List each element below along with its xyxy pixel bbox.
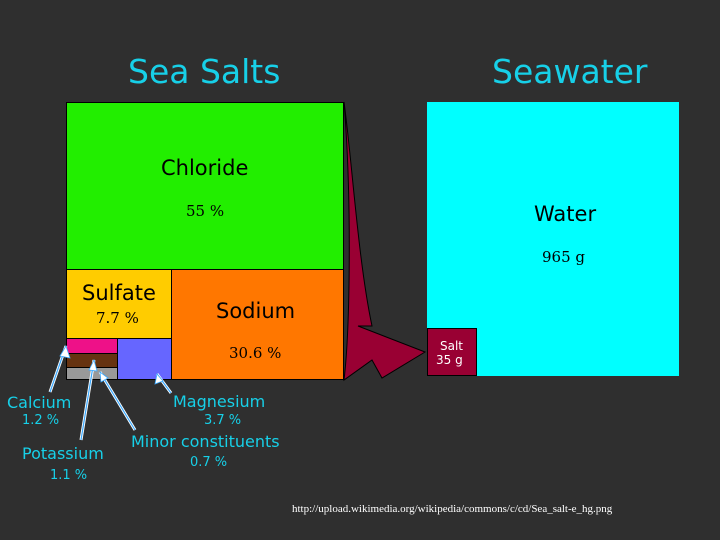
sodium-label: Sodium	[216, 299, 296, 323]
salt-value: 35 g	[436, 353, 463, 367]
chloride-value: 55 %	[186, 202, 225, 220]
transfer-arrow	[343, 101, 427, 382]
water-label: Water	[534, 202, 597, 226]
sodium-block	[171, 269, 344, 380]
salt-block	[427, 328, 477, 376]
potassium-label: Potassium	[22, 444, 104, 463]
minor-constituents-label: Minor constituents	[131, 432, 280, 451]
water-value: 965 g	[542, 248, 586, 266]
minor-constituents-value: 0.7 %	[190, 455, 228, 470]
seawater-title: Seawater	[492, 52, 648, 91]
calcium-label: Calcium	[7, 393, 72, 412]
sodium-value: 30.6 %	[229, 344, 282, 362]
potassium-value: 1.1 %	[50, 468, 88, 483]
potassium-pointer	[80, 359, 95, 441]
salt-label: Salt	[440, 339, 464, 353]
chloride-label: Chloride	[161, 156, 249, 180]
sulfate-value: 7.7 %	[96, 309, 139, 327]
calcium-value: 1.2 %	[22, 413, 60, 428]
magnesium-value: 3.7 %	[204, 413, 242, 428]
minor-pointer	[99, 371, 136, 431]
chloride-block	[66, 102, 344, 270]
magnesium-label: Magnesium	[173, 392, 266, 411]
source-url: http://upload.wikimedia.org/wikipedia/co…	[292, 503, 613, 515]
magnesium-block	[117, 338, 172, 380]
sulfate-label: Sulfate	[82, 281, 156, 305]
sea-salts-title: Sea Salts	[128, 52, 281, 91]
